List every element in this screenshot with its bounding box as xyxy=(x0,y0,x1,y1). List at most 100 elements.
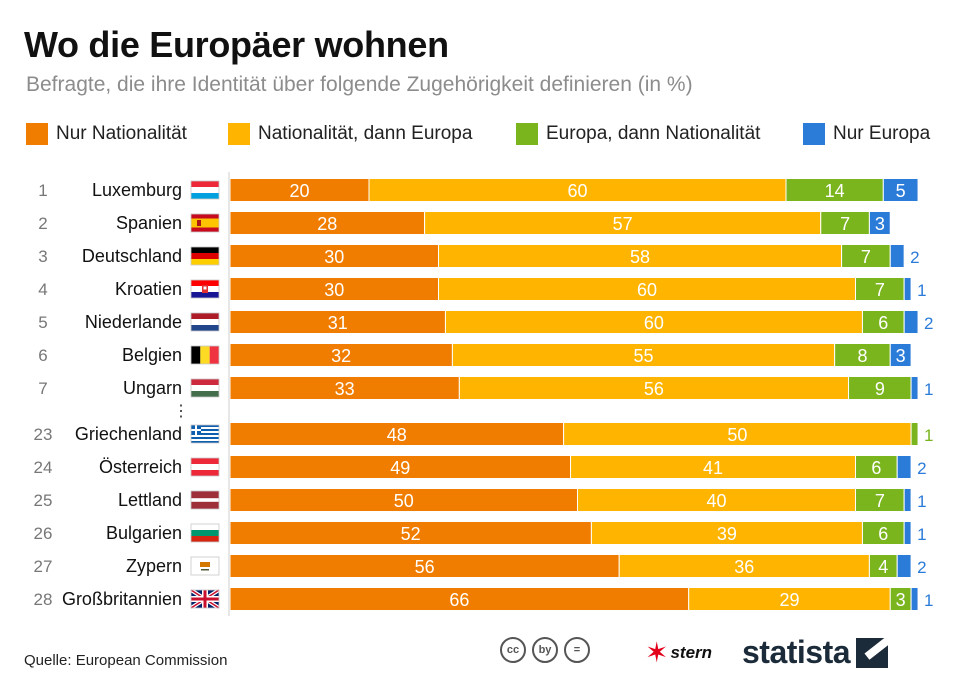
data-label: 36 xyxy=(734,557,754,577)
legend-label: Europa, dann Nationalität xyxy=(546,123,761,144)
greece-flag xyxy=(190,424,220,444)
rank-label: 26 xyxy=(34,524,53,543)
bar-segment xyxy=(882,178,919,202)
data-label: 32 xyxy=(331,346,351,366)
data-label: 56 xyxy=(644,379,664,399)
cc-icon: cc xyxy=(500,637,526,663)
data-label: 3 xyxy=(896,590,906,610)
data-label: 4 xyxy=(878,557,888,577)
rank-label: 24 xyxy=(34,458,53,477)
data-label: 30 xyxy=(324,280,344,300)
data-label: 8 xyxy=(857,346,867,366)
data-label: 49 xyxy=(390,458,410,478)
country-label: Luxemburg xyxy=(92,180,182,200)
austria-flag xyxy=(190,457,220,477)
data-label: 57 xyxy=(613,214,633,234)
data-label: 2 xyxy=(917,558,926,577)
rank-label: 28 xyxy=(34,590,53,609)
data-label: 48 xyxy=(387,425,407,445)
bar-segment xyxy=(896,554,912,578)
data-label: 9 xyxy=(875,379,885,399)
data-label: 6 xyxy=(878,524,888,544)
bar-segment xyxy=(896,455,912,479)
legend-item-nationalitaet-dann-europa: Nationalität, dann Europa xyxy=(228,123,472,145)
legend-item-nur-europa: Nur Europa xyxy=(803,123,930,145)
legend-label: Nur Nationalität xyxy=(56,123,187,144)
source-note: Quelle: European Commission xyxy=(24,652,228,669)
rank-label: 3 xyxy=(38,247,47,266)
country-label: Kroatien xyxy=(115,279,182,299)
license-icons: cc by = xyxy=(500,637,590,663)
data-label: 66 xyxy=(449,590,469,610)
legend-item-europa-dann-nationalitaet: Europa, dann Nationalität xyxy=(516,123,760,145)
latvia-flag xyxy=(190,490,220,510)
data-label: 7 xyxy=(840,214,850,234)
data-label: 1 xyxy=(917,525,926,544)
data-label: 7 xyxy=(875,491,885,511)
country-label: Spanien xyxy=(116,213,182,233)
data-label: 20 xyxy=(289,181,309,201)
legend-label: Nationalität, dann Europa xyxy=(258,123,473,144)
statista-wordmark: statista xyxy=(742,634,851,670)
data-label: 1 xyxy=(924,591,933,610)
no-derivatives-icon: = xyxy=(564,637,590,663)
rank-label: 4 xyxy=(38,280,47,299)
bar-segment xyxy=(910,587,919,611)
bulgaria-flag xyxy=(190,523,220,543)
data-label: 5 xyxy=(896,181,906,201)
bar-segment xyxy=(903,310,919,334)
bar-segment xyxy=(903,521,912,545)
legend-swatch xyxy=(803,123,825,145)
country-label: Zypern xyxy=(126,556,182,576)
data-label: 39 xyxy=(717,524,737,544)
ellipsis-label: ⋮ xyxy=(173,403,189,420)
rank-label: 2 xyxy=(38,214,47,233)
data-label: 6 xyxy=(871,458,881,478)
data-label: 2 xyxy=(917,459,926,478)
data-label: 7 xyxy=(861,247,871,267)
country-label: Deutschland xyxy=(82,246,182,266)
uk-flag xyxy=(189,588,221,610)
data-label: 58 xyxy=(630,247,650,267)
data-label: 3 xyxy=(875,214,885,234)
bar-segment xyxy=(868,211,891,235)
statista-mark-icon xyxy=(856,637,889,668)
data-label: 1 xyxy=(917,492,926,511)
data-label: 2 xyxy=(924,314,933,333)
data-label: 56 xyxy=(415,557,435,577)
luxembourg-flag xyxy=(190,180,220,200)
bar-segment xyxy=(910,376,919,400)
stern-logo: ✶ stern xyxy=(645,637,713,668)
data-label: 14 xyxy=(825,181,845,201)
country-label: Bulgarien xyxy=(106,523,182,543)
country-label: Niederlande xyxy=(85,312,182,332)
legend-swatch xyxy=(516,123,538,145)
bar-segment xyxy=(903,277,912,301)
croatia-flag xyxy=(190,279,220,299)
data-label: 1 xyxy=(917,281,926,300)
belgium-flag xyxy=(190,345,220,365)
hungary-flag xyxy=(190,378,220,398)
attribution-icon: by xyxy=(532,637,558,663)
bar-segment xyxy=(889,343,912,367)
chart-title: Wo die Europäer wohnen xyxy=(24,24,449,65)
rank-label: 5 xyxy=(38,313,47,332)
legend-item-nur-nationalitaet: Nur Nationalität xyxy=(26,123,187,145)
bar-segment xyxy=(910,422,919,446)
data-label: 2 xyxy=(910,248,919,267)
data-label: 3 xyxy=(896,346,906,366)
bar-segment xyxy=(889,244,905,268)
data-label: 60 xyxy=(637,280,657,300)
data-label: 60 xyxy=(644,313,664,333)
rank-label: 23 xyxy=(34,425,53,444)
data-label: 6 xyxy=(878,313,888,333)
stern-wordmark: stern xyxy=(670,643,713,662)
data-label: 55 xyxy=(634,346,654,366)
data-label: 30 xyxy=(324,247,344,267)
cyprus-flag xyxy=(190,556,220,576)
data-label: 50 xyxy=(394,491,414,511)
rank-label: 1 xyxy=(38,181,47,200)
star-icon: ✶ xyxy=(645,637,669,668)
data-label: 7 xyxy=(875,280,885,300)
data-label: 40 xyxy=(706,491,726,511)
